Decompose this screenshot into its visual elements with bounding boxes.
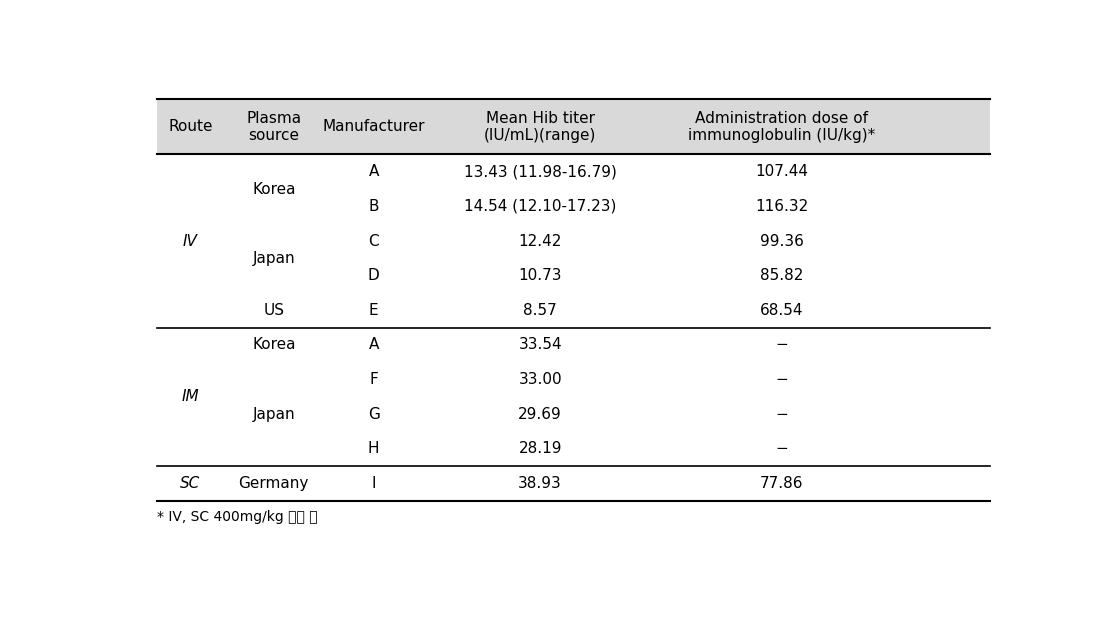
Text: Germany: Germany (238, 476, 309, 491)
Text: Route: Route (168, 119, 213, 134)
Text: 29.69: 29.69 (518, 407, 562, 422)
Text: Korea: Korea (252, 338, 295, 352)
Text: 85.82: 85.82 (760, 268, 803, 283)
Text: Korea: Korea (252, 181, 295, 196)
Text: −: − (775, 372, 788, 387)
Text: 14.54 (12.10-17.23): 14.54 (12.10-17.23) (464, 199, 617, 214)
Text: 68.54: 68.54 (760, 303, 803, 318)
Text: −: − (775, 441, 788, 456)
Text: US: US (263, 303, 284, 318)
Text: 13.43 (11.98-16.79): 13.43 (11.98-16.79) (463, 164, 617, 179)
Text: Japan: Japan (253, 251, 295, 266)
Text: H: H (368, 441, 379, 456)
Text: E: E (369, 303, 378, 318)
Text: 10.73: 10.73 (518, 268, 562, 283)
Text: 107.44: 107.44 (755, 164, 808, 179)
Text: −: − (775, 407, 788, 422)
Text: Administration dose of
immunoglobulin (IU/kg)*: Administration dose of immunoglobulin (I… (688, 111, 875, 143)
Text: A: A (368, 164, 379, 179)
Text: 33.54: 33.54 (518, 338, 562, 352)
Text: C: C (368, 234, 379, 249)
Text: 116.32: 116.32 (755, 199, 808, 214)
Text: SC: SC (180, 476, 200, 491)
Text: 33.00: 33.00 (518, 372, 562, 387)
FancyBboxPatch shape (157, 99, 989, 154)
Text: F: F (369, 372, 378, 387)
Text: 12.42: 12.42 (518, 234, 562, 249)
Text: G: G (368, 407, 379, 422)
Text: A: A (368, 338, 379, 352)
Text: * IV, SC 400mg/kg 주사 시: * IV, SC 400mg/kg 주사 시 (157, 509, 318, 524)
Text: 28.19: 28.19 (518, 441, 562, 456)
Text: Plasma
source: Plasma source (246, 111, 301, 143)
Text: 38.93: 38.93 (518, 476, 562, 491)
Text: Japan: Japan (253, 407, 295, 422)
Text: 99.36: 99.36 (760, 234, 803, 249)
Text: D: D (368, 268, 379, 283)
Text: IM: IM (181, 389, 199, 404)
Text: Mean Hib titer
(IU/mL)(range): Mean Hib titer (IU/mL)(range) (485, 111, 596, 143)
Text: B: B (368, 199, 379, 214)
Text: IV: IV (184, 234, 198, 249)
Text: 8.57: 8.57 (524, 303, 557, 318)
Text: Manufacturer: Manufacturer (322, 119, 425, 134)
Text: 77.86: 77.86 (760, 476, 803, 491)
Text: −: − (775, 338, 788, 352)
Text: I: I (372, 476, 376, 491)
